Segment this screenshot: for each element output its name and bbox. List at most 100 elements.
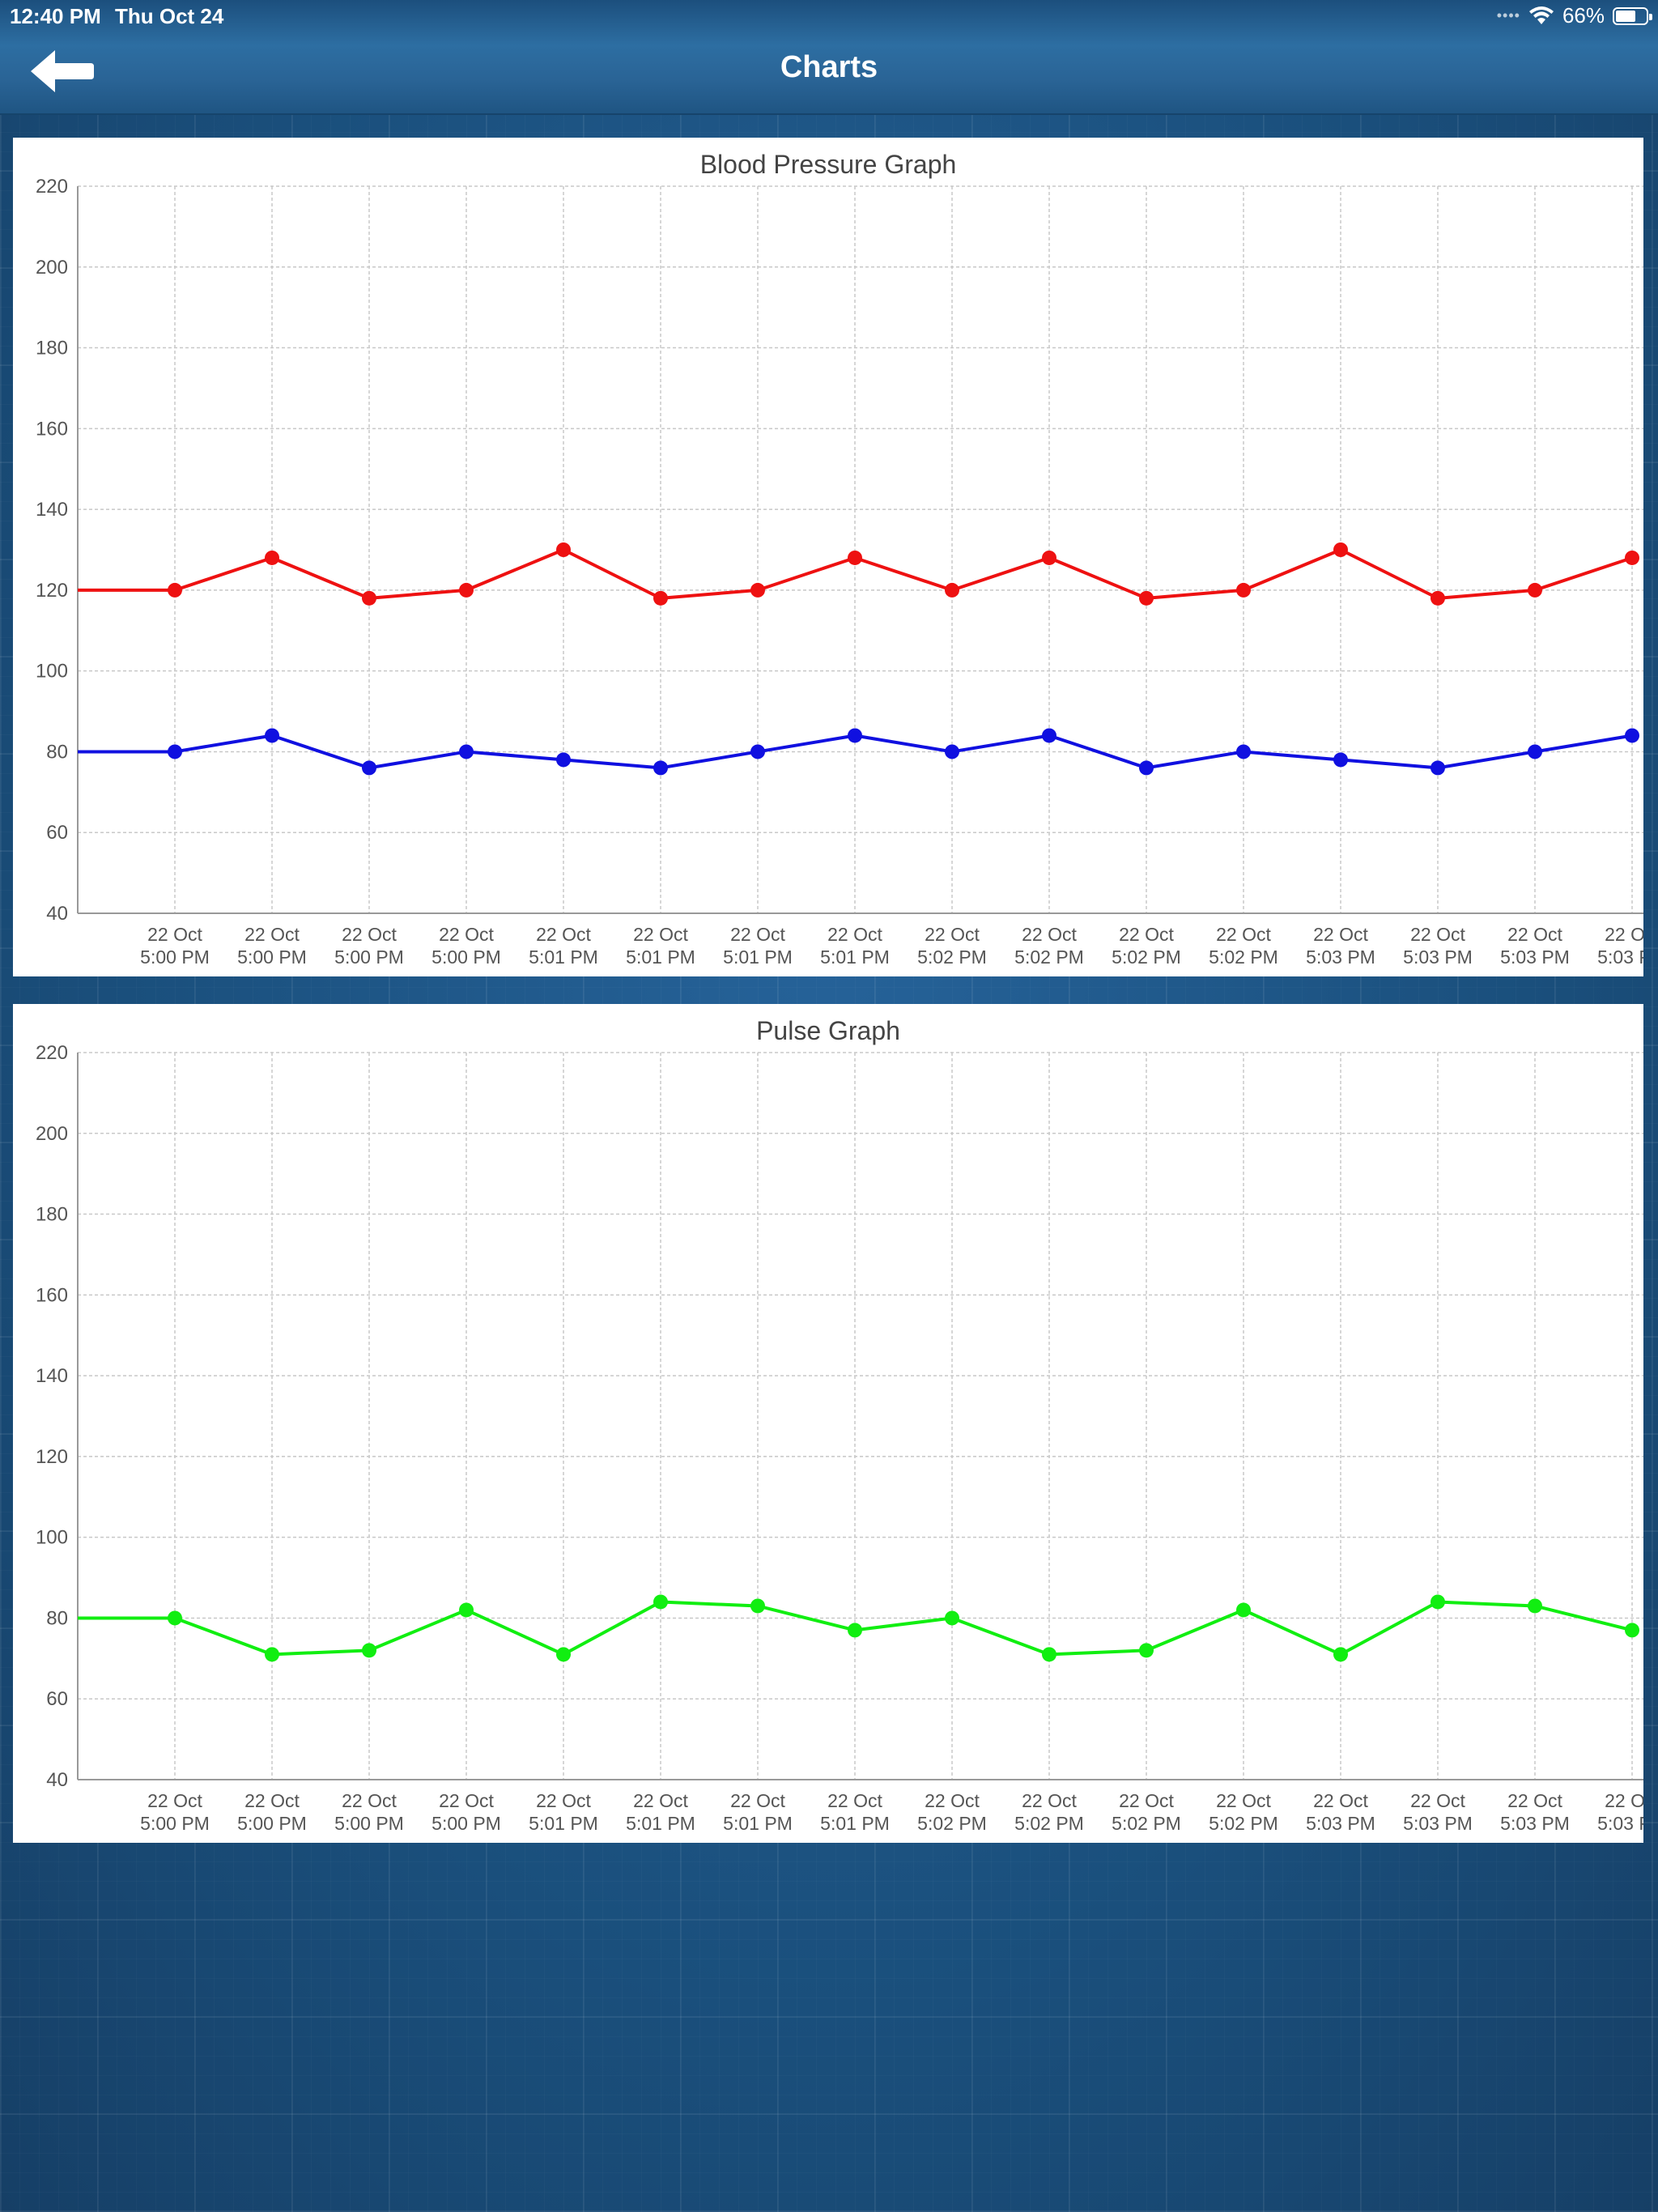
pulse-chart-svg: Pulse Graph 40 60 80 100 120 140 160 180 200 220 22…: [36, 1016, 1643, 1834]
bp-x-tick-label: 22 Oct 5:02 PM: [1014, 924, 1084, 968]
bp-data-point-systolic: [459, 582, 474, 598]
pulse-data-point-pulse: [1528, 1598, 1542, 1614]
bp-x-tick-label: 22 Oct 5:02 PM: [1112, 924, 1181, 968]
pulse-data-point-pulse: [1625, 1623, 1639, 1638]
bp-x-tick-label: 22 Oct 5:01 PM: [626, 924, 695, 968]
pulse-data-point-pulse: [848, 1623, 862, 1638]
bp-data-point-systolic: [265, 550, 279, 565]
page-title: Charts: [780, 50, 878, 84]
bp-y-tick-label: 100: [36, 661, 68, 683]
bp-data-point-diastolic: [1625, 728, 1639, 743]
pulse-x-tick-label: 22 Oct 5:02 PM: [917, 1790, 987, 1834]
bp-x-tick-label: 22 Oct 5:02 PM: [917, 924, 987, 968]
pulse-data-point-pulse: [168, 1610, 182, 1626]
pulse-y-tick-label: 80: [46, 1607, 68, 1629]
bp-data-point-diastolic: [848, 728, 862, 743]
wifi-icon: [1528, 6, 1554, 24]
pulse-x-tick-label: 22 Oct 5:01 PM: [529, 1790, 598, 1834]
bp-data-point-diastolic: [556, 752, 571, 768]
bp-data-point-systolic: [945, 582, 959, 598]
pulse-y-tick-label: 120: [36, 1446, 68, 1468]
bp-data-point-diastolic: [1431, 760, 1445, 776]
bp-x-tick-label: 22 Oct 5:00 PM: [237, 924, 307, 968]
bp-x-tick-label: 22 Oct 5:01 PM: [820, 924, 890, 968]
pulse-data-point-pulse: [653, 1594, 668, 1610]
pulse-x-tick-label: 22 Oct 5:01 PM: [626, 1790, 695, 1834]
pulse-data-point-pulse: [1236, 1602, 1251, 1618]
pulse-data-point-pulse: [1042, 1647, 1056, 1662]
pulse-data-point-pulse: [945, 1610, 959, 1626]
bp-data-point-diastolic: [265, 728, 279, 743]
bp-data-point-systolic: [1139, 590, 1154, 606]
bp-data-point-systolic: [1528, 582, 1542, 598]
bp-y-tick-label: 140: [36, 499, 68, 521]
bp-y-tick-label: 200: [36, 257, 68, 279]
pulse-data-point-pulse: [1139, 1643, 1154, 1658]
bp-chart-title: Blood Pressure Graph: [700, 150, 957, 179]
pulse-x-tick-label: 22 Oct 5:02 PM: [1209, 1790, 1278, 1834]
pulse-x-tick-label: 22 Oct 5:02 PM: [1014, 1790, 1084, 1834]
bp-x-tick-label: 22 Oct 5:00 PM: [432, 924, 501, 968]
bp-data-point-systolic: [750, 582, 765, 598]
blood-pressure-chart-svg: Blood Pressure Graph 40 60 80 100 120 140 160 18…: [36, 150, 1643, 968]
pulse-x-tick-label: 22 Oct 5:00 PM: [140, 1790, 210, 1834]
pulse-x-tick-label: 22 Oct 5:02 PM: [1112, 1790, 1181, 1834]
back-button[interactable]: [28, 47, 96, 96]
bp-y-tick-label: 220: [36, 176, 68, 198]
bp-y-tick-label: 160: [36, 418, 68, 440]
pulse-y-tick-label: 40: [46, 1769, 68, 1791]
status-bar: 12:40 PM Thu Oct 24 •••• 66%: [0, 0, 1658, 32]
bp-x-tick-label: 22 Oct 5:01 PM: [529, 924, 598, 968]
bp-data-point-diastolic: [1042, 728, 1056, 743]
bp-y-tick-label: 180: [36, 338, 68, 359]
pulse-x-tick-label: 22 Oct 5:01 PM: [723, 1790, 793, 1834]
battery-cap: [1649, 13, 1652, 20]
bp-data-point-diastolic: [750, 744, 765, 759]
bp-y-tick-label: 120: [36, 580, 68, 602]
bp-data-point-systolic: [1431, 590, 1445, 606]
pulse-data-point-pulse: [265, 1647, 279, 1662]
cellular-signal-icon: ••••: [1496, 7, 1520, 23]
bp-x-tick-label: 22 Oct 5:00 PM: [334, 924, 404, 968]
bp-y-tick-label: 40: [46, 903, 68, 925]
bp-x-tick-label: 22 Oct 5:01 PM: [723, 924, 793, 968]
bp-x-tick-label: 22 Oct 5:02 PM: [1209, 924, 1278, 968]
bp-data-point-systolic: [1042, 550, 1056, 565]
pulse-x-tick-label: 22 Oct 5:01 PM: [820, 1790, 890, 1834]
navigation-bar: Charts: [0, 0, 1658, 115]
status-date: Thu Oct 24: [115, 4, 224, 28]
bp-data-point-systolic: [1236, 582, 1251, 598]
pulse-chart-title: Pulse Graph: [756, 1016, 900, 1045]
back-arrow-icon: [31, 50, 94, 92]
battery-level: [1616, 10, 1635, 22]
bp-data-point-diastolic: [459, 744, 474, 759]
bp-x-tick-label: 22 Oct 5:00 PM: [140, 924, 210, 968]
bp-data-point-diastolic: [1139, 760, 1154, 776]
bp-y-tick-label: 60: [46, 822, 68, 844]
status-time: 12:40 PM: [10, 4, 101, 28]
bp-data-point-systolic: [653, 590, 668, 606]
pulse-chart: Pulse Graph 40 60 80 100 120 140 160 180 200 220 22…: [13, 1004, 1643, 1843]
pulse-data-point-pulse: [1431, 1594, 1445, 1610]
bp-data-point-diastolic: [653, 760, 668, 776]
pulse-data-point-pulse: [1333, 1647, 1348, 1662]
pulse-data-point-pulse: [750, 1598, 765, 1614]
bp-data-point-systolic: [1333, 542, 1348, 557]
pulse-y-tick-label: 140: [36, 1365, 68, 1387]
pulse-x-tick-label: 22 Oct 5:00 PM: [237, 1790, 307, 1834]
bp-data-point-systolic: [556, 542, 571, 557]
bp-data-point-systolic: [362, 590, 376, 606]
pulse-y-tick-label: 180: [36, 1204, 68, 1226]
battery-percentage: 66%: [1562, 3, 1605, 28]
bp-y-tick-label: 80: [46, 741, 68, 763]
bp-data-point-diastolic: [1333, 752, 1348, 768]
pulse-x-tick-label: 22 Oct 5:00 PM: [432, 1790, 501, 1834]
blood-pressure-chart: Blood Pressure Graph 40 60 80 100 120 140 160 18…: [13, 138, 1643, 976]
bp-data-point-diastolic: [1528, 744, 1542, 759]
